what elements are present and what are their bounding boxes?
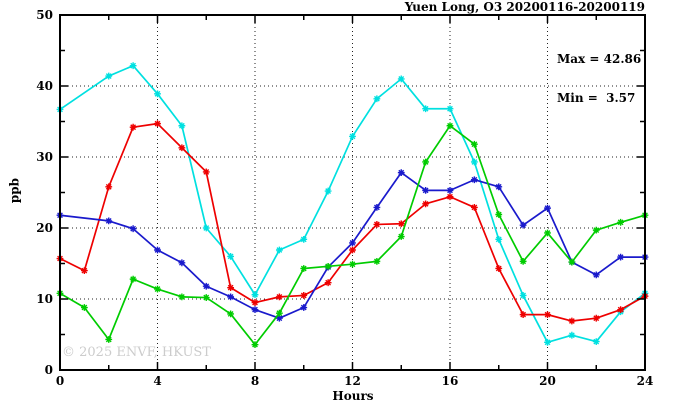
x-tick-label-4: 4 <box>153 374 161 388</box>
x-axis-label: Hours <box>332 389 374 403</box>
axis-ticks <box>61 16 644 369</box>
max-min-annotation: Max = 42.86 Min = 3.57 <box>557 27 641 131</box>
y-tick-label-10: 10 <box>36 292 53 306</box>
y-tick-label-0: 0 <box>45 363 53 377</box>
watermark: © 2025 ENVF, HKUST <box>62 345 211 360</box>
y-tick-label-50: 50 <box>36 8 53 22</box>
x-tick-label-20: 20 <box>539 374 556 388</box>
y-axis-label: ppb <box>7 177 22 204</box>
x-tick-label-16: 16 <box>442 374 459 388</box>
y-tick-label-20: 20 <box>36 221 53 235</box>
gridlines <box>60 15 645 370</box>
x-tick-label-0: 0 <box>56 374 64 388</box>
min-value-label: Min = 3.57 <box>557 91 636 105</box>
chart-title: Yuen Long, O3 20200116-20200119 <box>404 0 645 14</box>
y-tick-labels: 0 10 20 30 40 50 <box>36 8 53 377</box>
series-red-markers <box>56 120 649 325</box>
y-tick-label-30: 30 <box>36 150 53 164</box>
max-value-label: Max = 42.86 <box>557 52 642 66</box>
x-tick-labels: 0 4 8 12 16 20 24 <box>56 374 654 388</box>
plot-frame <box>59 14 646 371</box>
y-tick-label-40: 40 <box>36 79 53 93</box>
x-tick-label-24: 24 <box>637 374 654 388</box>
series-red <box>56 120 649 325</box>
x-tick-label-12: 12 <box>344 374 361 388</box>
x-tick-label-8: 8 <box>251 374 259 388</box>
